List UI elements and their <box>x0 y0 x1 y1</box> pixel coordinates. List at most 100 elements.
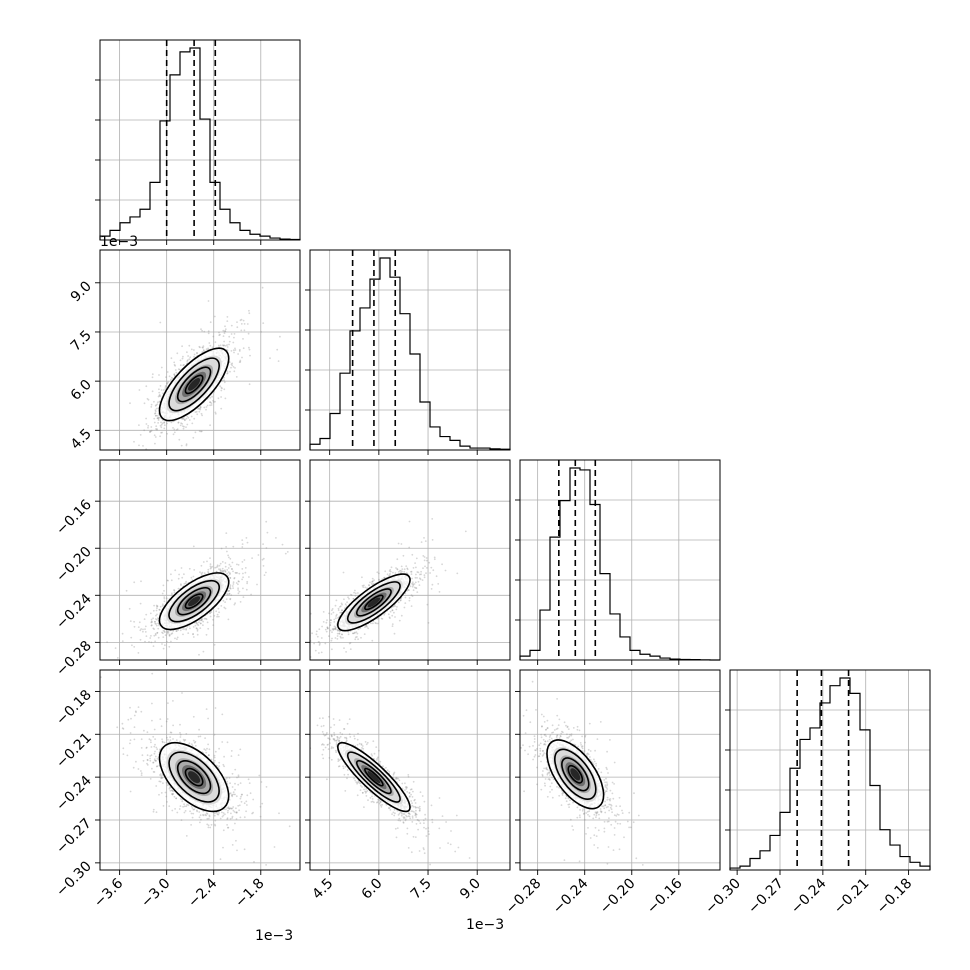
sample-point <box>196 630 199 632</box>
sample-point <box>173 373 176 376</box>
sample-point <box>129 402 131 405</box>
sample-point <box>161 603 164 606</box>
sample-point <box>222 344 224 347</box>
sample-point <box>202 620 205 623</box>
sample-point <box>138 389 141 391</box>
sample-point <box>232 341 235 344</box>
sample-point <box>186 415 189 418</box>
sample-point <box>365 624 368 627</box>
sample-point <box>205 348 208 351</box>
sample-point <box>234 367 236 369</box>
sample-point <box>223 606 226 609</box>
sample-point <box>155 404 158 406</box>
sample-point <box>316 635 319 638</box>
sample-point <box>182 417 184 420</box>
sample-point <box>149 637 152 639</box>
sample-point <box>364 626 366 628</box>
sample-point <box>213 614 216 617</box>
sample-point <box>193 355 195 358</box>
sample-point <box>161 605 164 607</box>
sample-point <box>262 565 265 567</box>
sample-point <box>334 628 337 630</box>
sample-point <box>198 653 200 656</box>
sample-point <box>199 408 202 411</box>
density-level <box>188 596 201 607</box>
sample-point <box>192 633 194 636</box>
sample-point <box>154 436 157 438</box>
sample-point <box>403 606 406 609</box>
sample-point <box>138 444 140 447</box>
sample-point <box>402 554 405 557</box>
sample-point <box>200 618 203 621</box>
sample-point <box>152 609 155 612</box>
sample-point <box>199 627 202 629</box>
sample-point <box>269 357 271 360</box>
sample-point <box>248 348 251 351</box>
sample-point <box>164 388 167 390</box>
sample-point <box>208 342 211 344</box>
sample-point <box>156 429 158 431</box>
sample-point <box>338 633 341 635</box>
sample-point <box>423 556 426 558</box>
sample-point <box>416 577 418 579</box>
sample-point <box>155 614 157 617</box>
sample-point <box>330 619 332 622</box>
sample-point <box>229 370 231 373</box>
sample-point <box>384 576 386 579</box>
sample-point <box>158 416 161 419</box>
sample-point <box>364 586 367 589</box>
sample-point <box>325 621 328 624</box>
sample-point <box>172 630 175 632</box>
sample-point <box>339 611 342 614</box>
sample-point <box>157 627 160 630</box>
sample-point <box>227 567 230 569</box>
sample-point <box>113 488 115 490</box>
sample-point <box>239 359 242 362</box>
sample-point <box>199 346 201 349</box>
sample-point <box>199 406 202 409</box>
sample-point <box>153 604 156 607</box>
sample-point <box>223 332 226 335</box>
sample-point <box>417 571 420 574</box>
sample-point <box>154 412 156 415</box>
sample-point <box>233 370 236 373</box>
sample-point <box>331 608 334 610</box>
sample-point <box>335 613 338 616</box>
sample-point <box>170 421 173 424</box>
sample-point <box>156 631 159 634</box>
sample-point <box>238 590 241 593</box>
sample-point <box>223 376 225 379</box>
sample-point <box>162 629 165 632</box>
sample-point <box>153 421 156 424</box>
sample-point <box>332 627 335 630</box>
sample-point <box>407 589 410 591</box>
sample-point <box>409 585 412 588</box>
sample-point <box>202 561 205 563</box>
sample-point <box>360 636 362 639</box>
sample-point <box>180 567 183 569</box>
sample-point <box>339 635 342 638</box>
sample-point <box>193 417 196 420</box>
panel-1-1 <box>305 249 511 455</box>
sample-point <box>178 368 181 371</box>
sample-point <box>222 335 225 337</box>
sample-point <box>154 412 157 414</box>
sample-point <box>401 570 403 573</box>
sample-point <box>216 564 219 567</box>
sample-point <box>133 440 135 443</box>
sample-point <box>173 589 175 591</box>
y-tick-label: 9.0 <box>68 278 95 305</box>
sample-point <box>334 627 336 630</box>
sample-point <box>235 582 238 584</box>
sample-point <box>391 614 394 617</box>
sample-point <box>240 323 243 325</box>
sample-point <box>154 620 156 623</box>
sample-point <box>163 597 166 600</box>
sample-point <box>243 329 246 332</box>
sample-point <box>228 590 230 592</box>
sample-point <box>229 585 232 588</box>
sample-point <box>189 627 191 630</box>
sample-point <box>164 631 166 634</box>
sample-point <box>414 562 416 564</box>
